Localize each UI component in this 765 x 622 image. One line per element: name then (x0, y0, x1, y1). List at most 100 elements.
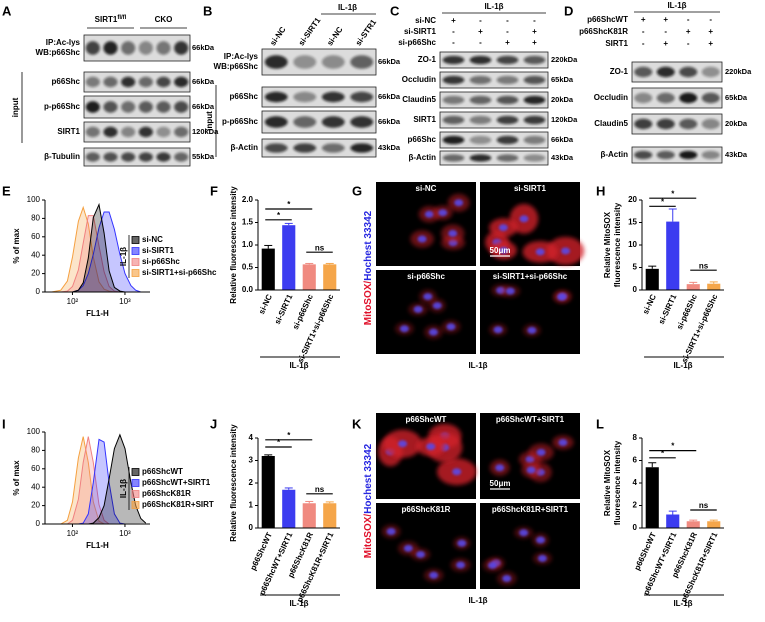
legend-swatch (131, 468, 140, 476)
band (523, 95, 546, 105)
cell-nucleus (448, 229, 458, 237)
blot-row-label: ZO-1 (610, 67, 629, 76)
y-tick-label: 0 (633, 523, 638, 532)
y-tick-label: 1.5 (242, 218, 254, 227)
band (656, 150, 675, 160)
cell-nucleus (399, 325, 409, 333)
blot-strip (261, 110, 377, 134)
band (656, 118, 675, 130)
band (442, 154, 465, 162)
blot-strip (261, 138, 377, 158)
panel-label: A (2, 3, 12, 18)
bar (666, 221, 680, 290)
band (174, 101, 189, 113)
cell-nucleus (416, 550, 426, 558)
cell-nucleus (527, 326, 537, 334)
band (156, 152, 171, 162)
tile-label: p66ShcWT+SIRT1 (496, 415, 565, 424)
y-tick-label: 80 (31, 446, 40, 455)
band (469, 95, 492, 105)
y-tick-label: 60 (31, 464, 40, 473)
molecular-weight: 55kDa (192, 152, 215, 161)
bar (282, 225, 296, 290)
y-tick-label: 40 (31, 250, 40, 259)
blot-strip (83, 34, 191, 62)
y-tick-label: 0 (36, 287, 41, 296)
band (496, 154, 519, 162)
cell-nucleus (498, 224, 508, 232)
bar (666, 514, 680, 528)
cell-nucleus (446, 323, 456, 331)
cell-nucleus (526, 466, 536, 474)
band (469, 115, 492, 125)
stain-hoechst: Hochest 33342 (363, 210, 374, 280)
cell-nucleus (495, 464, 505, 472)
molecular-weight: 220kDa (725, 67, 752, 76)
band (442, 135, 465, 145)
panel-label: K (352, 416, 362, 431)
condition-sign: - (687, 15, 690, 24)
y-tick-label: 0.0 (242, 285, 254, 294)
scale-bar-label: 50μm (490, 479, 511, 488)
bar (302, 264, 316, 290)
legend-label: p66ShcK81R (142, 489, 191, 498)
cell-nucleus (537, 554, 547, 562)
blot-strip (439, 131, 549, 149)
band (103, 41, 118, 55)
x-tick-label: 10² (67, 297, 79, 306)
condition-label: p66ShcWT (587, 15, 628, 24)
band (156, 41, 171, 55)
y-tick-label: 15 (628, 218, 637, 227)
y-tick-label: 100 (27, 195, 41, 204)
condition-sign: + (451, 16, 456, 25)
group-label: IL-1β (673, 361, 692, 370)
cell-nucleus (432, 302, 442, 310)
condition-label: SIRT1 (605, 39, 628, 48)
legend-label: si-SIRT1+si-p66Shc (142, 268, 217, 277)
molecular-weight: 120kDa (192, 127, 219, 136)
cell-nucleus (558, 438, 568, 446)
cell-nucleus (561, 247, 571, 255)
blot-strip (439, 150, 549, 166)
cell-nucleus (493, 326, 503, 334)
bar (282, 489, 296, 528)
input-label: input (205, 111, 214, 131)
band (469, 75, 492, 85)
tile-label: si-NC (416, 184, 437, 193)
molecular-weight: 66kDa (551, 135, 574, 144)
molecular-weight: 20kDa (725, 119, 748, 128)
molecular-weight: 65kDa (725, 93, 748, 102)
legend-label: p66ShcWT (142, 467, 183, 476)
band (442, 75, 465, 85)
band (293, 143, 317, 153)
condition-sign: - (506, 27, 509, 36)
legend-swatch (131, 501, 140, 509)
band (701, 118, 720, 130)
band (121, 126, 136, 138)
molecular-weight: 66kDa (378, 117, 401, 126)
y-tick-label: 8 (633, 433, 638, 442)
blot-strip (439, 111, 549, 129)
cell-nucleus (519, 529, 529, 537)
y-tick-label: 0 (36, 519, 41, 528)
blot-row-label: β-Tubulin (44, 152, 80, 161)
condition-label: p66ShcK81R (579, 27, 628, 36)
bar (261, 456, 275, 528)
stain-mitosox: MitoSOX/ (363, 514, 374, 559)
band (656, 92, 675, 104)
bar (686, 284, 700, 290)
cell-nucleus (429, 571, 439, 579)
cell-nucleus (454, 199, 464, 207)
lane-label: si-NC (325, 25, 344, 47)
molecular-weight: 66kDa (378, 92, 401, 101)
band (679, 150, 698, 160)
panel-label: C (390, 3, 400, 18)
treatment-label: IL-1β (468, 361, 487, 370)
band (350, 116, 374, 128)
band (634, 66, 653, 78)
y-tick-label: 80 (31, 214, 40, 223)
significance-label: * (287, 431, 291, 440)
y-tick-label: 4 (249, 433, 254, 442)
legend-label: si-p66Shc (142, 257, 180, 266)
x-axis-label: FL1-H (86, 541, 109, 550)
